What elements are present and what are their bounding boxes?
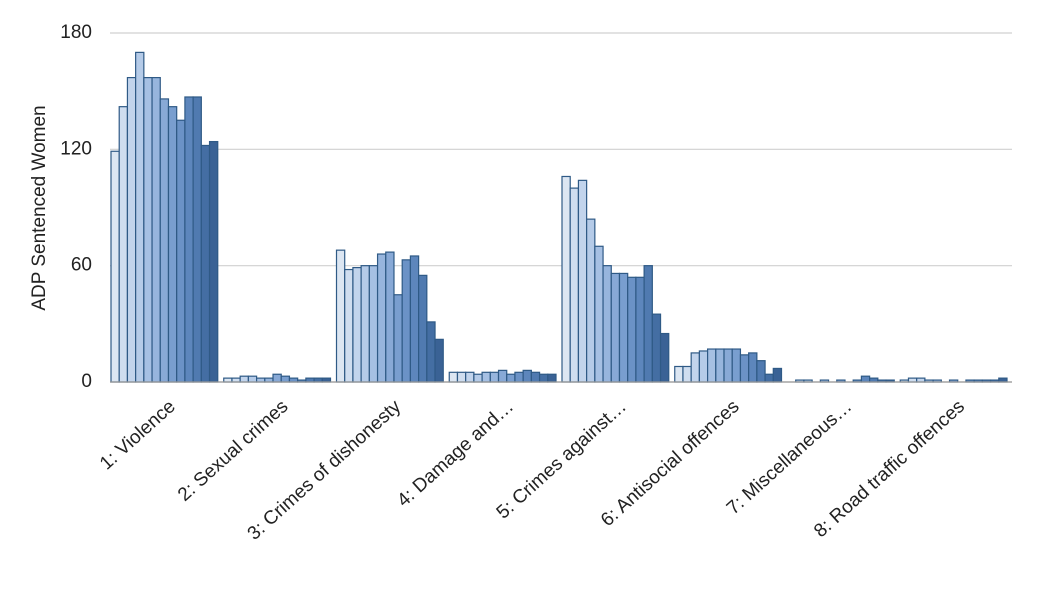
bar — [860, 375, 871, 383]
y-tick-label: 180 — [60, 22, 92, 43]
bar — [690, 352, 700, 383]
bar — [352, 267, 362, 383]
bar — [393, 294, 403, 383]
y-tick-label: 120 — [60, 138, 92, 159]
bar — [506, 373, 516, 383]
bar — [272, 373, 282, 383]
bar — [569, 187, 580, 383]
bar — [602, 265, 612, 383]
bar — [682, 365, 692, 383]
bar — [368, 265, 379, 383]
bar — [530, 371, 541, 383]
bar — [731, 348, 742, 383]
bar — [577, 179, 588, 383]
bar — [698, 350, 709, 383]
bar — [481, 371, 491, 383]
bar — [360, 265, 370, 383]
bar — [385, 251, 395, 383]
bar — [376, 253, 387, 383]
bar — [135, 51, 145, 383]
bar — [594, 245, 604, 383]
bar — [522, 369, 532, 383]
x-tick-label: 4: Damage and… — [393, 396, 518, 511]
bar — [610, 272, 621, 383]
bar — [247, 375, 258, 383]
bar — [159, 98, 170, 383]
bar — [651, 313, 662, 383]
x-tick-label: 7: Miscellaneous… — [723, 396, 856, 519]
bar — [280, 375, 291, 383]
bar — [143, 76, 153, 383]
bar — [448, 371, 459, 383]
bar — [561, 175, 571, 383]
bar — [418, 274, 428, 383]
bar — [456, 371, 467, 383]
bar — [401, 259, 412, 383]
bar — [547, 373, 557, 383]
bar — [151, 76, 161, 383]
bar — [514, 371, 524, 383]
bar — [706, 348, 717, 383]
bar — [200, 144, 211, 383]
bar — [643, 265, 653, 383]
bar — [772, 367, 783, 383]
bar — [465, 371, 475, 383]
y-tick-label: 0 — [81, 371, 92, 392]
bar — [110, 150, 120, 383]
bar — [184, 96, 194, 383]
bar — [497, 369, 508, 383]
bar — [756, 360, 766, 383]
bar — [659, 332, 670, 383]
bar — [167, 106, 178, 383]
bar — [489, 371, 500, 383]
bar — [627, 276, 637, 383]
bar — [409, 255, 420, 383]
bar — [335, 249, 346, 383]
x-tick-label: 1: Violence — [96, 396, 180, 474]
bar — [715, 348, 725, 383]
x-tick-label: 2: Sexual crimes — [174, 396, 292, 506]
bar — [748, 352, 758, 383]
bar — [618, 272, 629, 383]
bar — [192, 96, 202, 383]
bar — [586, 218, 596, 383]
y-axis-title: ADP Sentenced Women — [29, 105, 50, 310]
bar — [764, 373, 774, 383]
bar — [239, 375, 249, 383]
bar — [344, 268, 354, 383]
bar — [434, 338, 444, 383]
bar — [126, 76, 137, 383]
bar — [635, 276, 645, 383]
bar — [723, 348, 733, 383]
y-tick-label: 60 — [71, 255, 92, 276]
bar — [739, 354, 750, 383]
bar — [426, 321, 436, 383]
bar — [118, 106, 129, 383]
bar — [473, 373, 483, 383]
bar — [538, 373, 549, 383]
bar — [176, 119, 186, 383]
bar — [674, 365, 684, 383]
bar — [208, 140, 219, 383]
